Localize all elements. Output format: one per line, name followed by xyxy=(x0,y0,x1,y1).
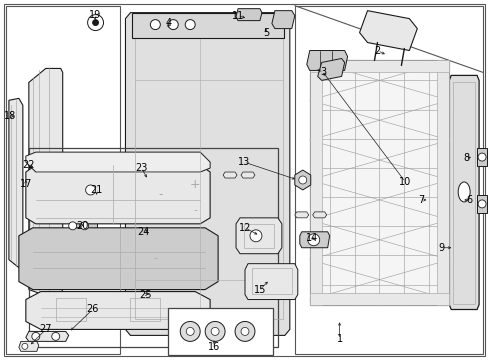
Bar xyxy=(56,298,85,321)
Polygon shape xyxy=(236,218,281,254)
Polygon shape xyxy=(26,332,68,341)
Text: -: - xyxy=(193,205,197,215)
Circle shape xyxy=(22,343,28,349)
Text: 5: 5 xyxy=(262,28,268,37)
Text: 3: 3 xyxy=(320,67,326,77)
Text: 17: 17 xyxy=(20,179,32,189)
Text: 4: 4 xyxy=(165,18,171,28)
Text: 12: 12 xyxy=(238,223,251,233)
Text: 6: 6 xyxy=(465,195,471,205)
Polygon shape xyxy=(299,232,329,248)
Bar xyxy=(309,293,448,305)
Circle shape xyxy=(241,328,248,336)
Text: -: - xyxy=(153,253,157,263)
Bar xyxy=(244,224,273,248)
Bar xyxy=(309,60,448,305)
Circle shape xyxy=(168,20,178,30)
Text: 13: 13 xyxy=(237,157,250,167)
Circle shape xyxy=(68,222,77,230)
Polygon shape xyxy=(294,212,308,218)
Circle shape xyxy=(85,185,95,195)
Circle shape xyxy=(211,328,219,336)
Text: 22: 22 xyxy=(22,160,35,170)
Circle shape xyxy=(92,20,99,26)
Polygon shape xyxy=(19,228,218,289)
Bar xyxy=(135,31,282,319)
Circle shape xyxy=(185,20,195,30)
Circle shape xyxy=(150,20,160,30)
Circle shape xyxy=(186,328,194,336)
Polygon shape xyxy=(359,11,416,50)
Polygon shape xyxy=(29,68,62,296)
Ellipse shape xyxy=(457,182,469,202)
Polygon shape xyxy=(9,98,23,268)
Text: 2: 2 xyxy=(374,45,380,55)
Bar xyxy=(476,195,486,213)
Circle shape xyxy=(205,321,224,341)
Bar xyxy=(6,6,120,354)
Polygon shape xyxy=(244,264,297,300)
Circle shape xyxy=(298,176,306,184)
Text: 18: 18 xyxy=(4,111,16,121)
Polygon shape xyxy=(306,50,347,71)
Bar xyxy=(168,307,272,355)
Text: 20: 20 xyxy=(76,221,89,231)
Circle shape xyxy=(477,200,485,208)
Text: 19: 19 xyxy=(88,10,101,20)
Circle shape xyxy=(87,15,103,31)
Polygon shape xyxy=(26,292,210,329)
Polygon shape xyxy=(312,212,326,218)
Polygon shape xyxy=(317,58,344,80)
Text: 25: 25 xyxy=(139,289,151,300)
Circle shape xyxy=(81,222,88,230)
Text: 24: 24 xyxy=(137,227,149,237)
Text: 23: 23 xyxy=(135,163,147,173)
Circle shape xyxy=(249,230,262,242)
Bar xyxy=(436,60,448,305)
Text: 10: 10 xyxy=(398,177,411,187)
Bar xyxy=(68,218,96,234)
Bar xyxy=(309,60,321,305)
Text: 15: 15 xyxy=(253,284,265,294)
Bar xyxy=(309,60,448,72)
Text: 8: 8 xyxy=(462,153,468,163)
Polygon shape xyxy=(66,175,99,203)
Text: 9: 9 xyxy=(437,243,444,253)
Polygon shape xyxy=(241,172,254,178)
Text: 1: 1 xyxy=(336,334,342,345)
Circle shape xyxy=(235,321,254,341)
Text: 7: 7 xyxy=(417,195,424,205)
Text: -: - xyxy=(158,188,162,202)
Polygon shape xyxy=(125,13,289,336)
Polygon shape xyxy=(294,170,310,190)
Polygon shape xyxy=(271,11,294,28)
Bar xyxy=(29,148,277,347)
Polygon shape xyxy=(26,152,210,172)
Text: +: + xyxy=(189,179,200,192)
Text: 27: 27 xyxy=(40,324,52,334)
Text: 21: 21 xyxy=(90,185,102,195)
Circle shape xyxy=(32,332,40,340)
Text: 16: 16 xyxy=(207,342,220,352)
Bar xyxy=(452,82,474,303)
Bar xyxy=(132,13,283,37)
Polygon shape xyxy=(448,75,478,310)
Polygon shape xyxy=(223,172,237,178)
Text: 11: 11 xyxy=(231,11,244,21)
Bar xyxy=(251,268,291,293)
Polygon shape xyxy=(26,165,210,224)
Bar xyxy=(476,148,486,166)
Circle shape xyxy=(180,321,200,341)
Circle shape xyxy=(307,234,319,246)
Bar xyxy=(130,298,160,321)
Circle shape xyxy=(477,153,485,161)
Circle shape xyxy=(52,332,60,340)
Text: 26: 26 xyxy=(86,305,99,315)
Text: 14: 14 xyxy=(305,233,317,243)
Polygon shape xyxy=(19,341,39,351)
Polygon shape xyxy=(236,9,262,21)
